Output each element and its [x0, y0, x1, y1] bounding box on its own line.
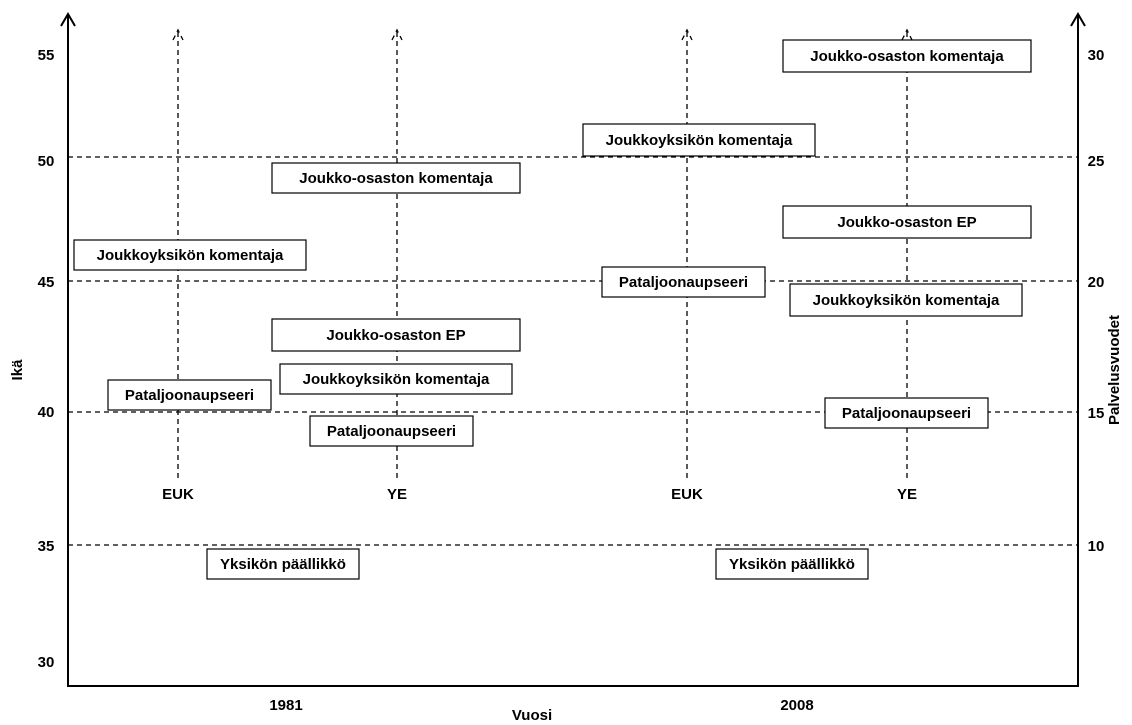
box-label: Pataljoonaupseeri — [619, 274, 748, 291]
label-box — [824, 397, 989, 429]
left-tick-label: 55 — [38, 47, 55, 64]
left-tick-label: 35 — [38, 538, 55, 555]
label-box — [271, 162, 521, 194]
axes — [60, 12, 1086, 687]
label-box — [782, 39, 1032, 73]
label-box — [309, 415, 474, 447]
box-label: Joukkoyksikön komentaja — [97, 247, 284, 264]
x-axis-title: Vuosi — [512, 707, 552, 724]
label-box — [715, 548, 869, 580]
axis-frame — [67, 14, 1079, 687]
box-label: Joukkoyksikön komentaja — [606, 132, 793, 149]
box-label: Joukko-osaston EP — [837, 214, 976, 231]
label-box — [789, 283, 1023, 317]
left-tick-label: 40 — [38, 404, 55, 421]
left-tick-label: 50 — [38, 153, 55, 170]
x-label: 1981 — [269, 697, 302, 714]
arrow — [901, 28, 913, 41]
right-tick-label: 30 — [1088, 47, 1105, 64]
column-label: EUK — [162, 486, 194, 503]
label-box — [782, 205, 1032, 239]
column-label: YE — [387, 486, 407, 503]
arrow — [172, 28, 184, 41]
right-tick-label: 15 — [1088, 405, 1105, 422]
column-label: EUK — [671, 486, 703, 503]
label-box — [107, 379, 272, 411]
label-box — [601, 266, 766, 298]
arrow — [391, 28, 403, 41]
column-label: YE — [897, 486, 917, 503]
box-label: Joukko-osaston EP — [326, 327, 465, 344]
box-label: Pataljoonaupseeri — [125, 387, 254, 404]
box-label: Yksikön päällikkö — [220, 556, 346, 573]
box-label: Pataljoonaupseeri — [327, 423, 456, 440]
right-tick-label: 10 — [1088, 538, 1105, 555]
left-axis-title: Ikä — [9, 359, 26, 381]
label-box — [206, 548, 360, 580]
left-tick-label: 45 — [38, 274, 55, 291]
arrow — [1070, 12, 1086, 27]
right-axis-title: Palvelusvuodet — [1106, 315, 1123, 425]
right-tick-label: 25 — [1088, 153, 1105, 170]
box-label: Joukko-osaston komentaja — [299, 170, 493, 187]
box-label: Pataljoonaupseeri — [842, 405, 971, 422]
label-box — [279, 363, 513, 395]
label-box — [582, 123, 816, 157]
label-box — [271, 318, 521, 352]
label-box — [73, 239, 307, 271]
box-label: Yksikön päällikkö — [729, 556, 855, 573]
x-label: 2008 — [780, 697, 813, 714]
right-tick-label: 20 — [1088, 274, 1105, 291]
box-label: Joukko-osaston komentaja — [810, 48, 1004, 65]
left-tick-label: 30 — [38, 654, 55, 671]
arrow — [681, 28, 693, 41]
box-label: Joukkoyksikön komentaja — [303, 371, 490, 388]
box-label: Joukkoyksikön komentaja — [813, 292, 1000, 309]
arrow — [60, 12, 76, 27]
